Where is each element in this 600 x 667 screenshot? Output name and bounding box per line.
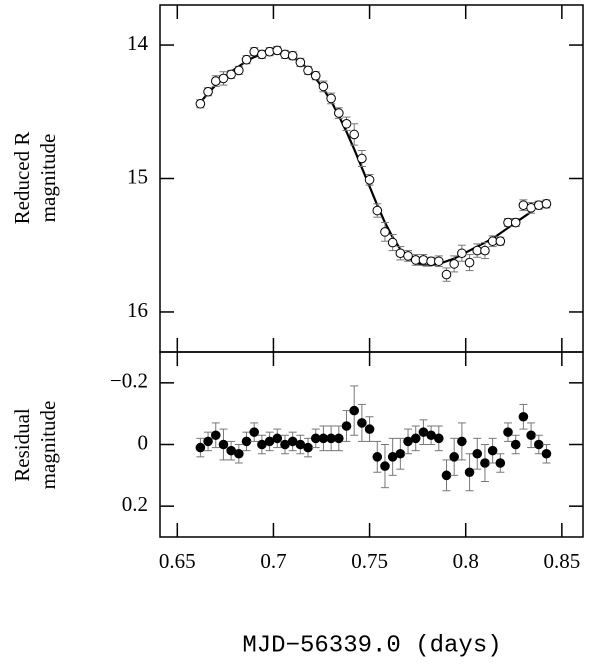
data-point xyxy=(364,424,375,434)
y-tick-label: −0.2 xyxy=(110,369,148,393)
data-point xyxy=(510,439,521,450)
y-axis-label: magnitude xyxy=(36,134,60,223)
data-point xyxy=(395,448,406,459)
data-point xyxy=(234,448,244,459)
data-point xyxy=(334,433,344,444)
data-point xyxy=(372,205,383,216)
data-point xyxy=(349,129,359,140)
data-point xyxy=(533,439,544,450)
data-point xyxy=(472,448,483,459)
data-point xyxy=(287,50,298,61)
data-point xyxy=(195,442,206,453)
data-point xyxy=(449,259,459,269)
data-point xyxy=(203,436,213,447)
data-point xyxy=(526,430,536,441)
data-point xyxy=(457,436,467,447)
x-axis-label: MJD−56339.0 (days) xyxy=(242,632,501,659)
data-point xyxy=(387,237,398,248)
data-point xyxy=(218,439,229,450)
data-point xyxy=(433,433,444,444)
data-point xyxy=(364,175,375,185)
y-axis-label: Reduced R xyxy=(10,132,34,225)
data-point xyxy=(341,118,352,129)
x-tick-label: 0.85 xyxy=(543,549,580,573)
data-point xyxy=(195,98,206,109)
data-point xyxy=(380,461,390,471)
data-point xyxy=(234,65,244,76)
data-point xyxy=(480,245,490,256)
data-point xyxy=(295,57,306,68)
data-point xyxy=(449,452,459,462)
data-point xyxy=(503,427,513,437)
x-tick-label: 0.8 xyxy=(453,549,479,573)
data-point xyxy=(518,411,529,422)
data-point xyxy=(203,86,213,97)
y-tick-label: 0 xyxy=(138,430,149,454)
data-point xyxy=(264,46,275,57)
data-point xyxy=(334,108,344,118)
data-point xyxy=(241,436,252,447)
data-point xyxy=(418,255,429,265)
data-point xyxy=(380,227,390,237)
data-point xyxy=(357,153,367,164)
y-axis-label: Residual xyxy=(10,408,34,482)
data-point xyxy=(433,256,444,267)
y-axis-label: magnitude xyxy=(36,401,60,490)
y-tick-label: 0.2 xyxy=(122,492,148,516)
x-tick-label: 0.7 xyxy=(260,549,286,573)
data-point xyxy=(495,458,506,468)
data-point xyxy=(541,448,552,459)
data-point xyxy=(464,467,475,478)
data-point xyxy=(303,442,313,453)
data-point xyxy=(372,452,383,462)
data-point xyxy=(403,251,413,261)
data-point xyxy=(480,458,490,468)
data-point xyxy=(357,418,367,428)
data-point xyxy=(464,257,475,268)
y-tick-label: 16 xyxy=(127,298,148,322)
data-point xyxy=(272,433,283,444)
data-point xyxy=(210,430,221,441)
data-point xyxy=(410,433,421,444)
data-point xyxy=(318,81,329,92)
x-tick-label: 0.65 xyxy=(159,549,196,573)
data-point xyxy=(241,54,252,65)
data-point xyxy=(510,217,521,228)
x-tick-label: 0.75 xyxy=(351,549,388,573)
data-point xyxy=(457,248,467,259)
data-point xyxy=(495,236,506,247)
data-point xyxy=(341,421,352,431)
data-point xyxy=(487,445,498,456)
y-tick-label: 14 xyxy=(127,31,149,55)
data-point xyxy=(441,269,452,280)
data-point xyxy=(349,405,359,416)
y-tick-label: 15 xyxy=(127,164,148,188)
data-point xyxy=(280,49,290,60)
model-curve xyxy=(199,51,548,267)
data-point xyxy=(541,199,552,209)
data-point xyxy=(326,93,336,104)
data-point xyxy=(533,200,544,210)
data-point xyxy=(249,427,260,437)
data-point xyxy=(441,470,452,481)
data-point xyxy=(310,70,321,81)
data-point xyxy=(303,65,313,76)
